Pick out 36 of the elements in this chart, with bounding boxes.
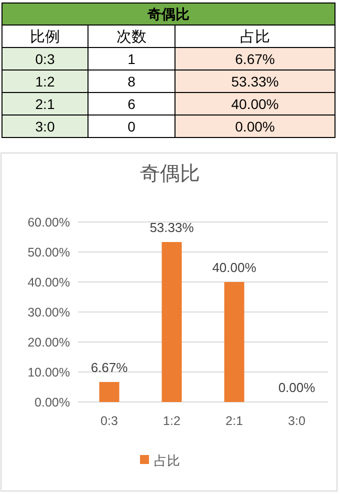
bar (99, 382, 120, 402)
y-tick-label: 20.00% (28, 336, 70, 350)
text: 0:3 (35, 51, 55, 67)
text: 1:2 (35, 74, 55, 90)
data-label: 53.33% (150, 220, 194, 236)
text: 占比 (240, 28, 270, 46)
text: 0.00% (235, 118, 275, 134)
text: 40.00% (231, 96, 279, 112)
text: 比例 (30, 28, 60, 46)
data-label: 0.00% (278, 380, 316, 395)
y-tick-label: 50.00% (28, 246, 70, 260)
bar (162, 242, 182, 402)
x-tick-label: 1:2 (163, 414, 180, 428)
text: 1 (128, 51, 136, 67)
text: 奇偶比 (146, 6, 190, 22)
x-tick-label: 3:0 (288, 414, 306, 428)
text: 0 (128, 118, 136, 134)
text: 53.33% (231, 74, 279, 90)
text: 6 (128, 96, 136, 112)
chart-title: 奇偶比 (140, 163, 200, 185)
legend-label: 占比 (154, 453, 180, 468)
text: 3:0 (35, 118, 55, 134)
x-tick-label: 2:1 (226, 414, 243, 428)
y-tick-label: 10.00% (28, 366, 70, 380)
bar (224, 282, 244, 402)
text: 6.67% (235, 51, 275, 67)
x-tick-label: 0:3 (100, 414, 118, 428)
y-tick-label: 30.00% (28, 306, 70, 320)
data-label: 6.67% (90, 360, 128, 375)
y-tick-label: 0.00% (34, 396, 70, 410)
text: 次数 (116, 28, 146, 46)
y-tick-label: 40.00% (28, 276, 70, 290)
text: 8 (128, 74, 136, 90)
data-label: 40.00% (212, 260, 257, 275)
y-tick-label: 60.00% (28, 216, 70, 230)
text: 2:1 (35, 96, 55, 112)
